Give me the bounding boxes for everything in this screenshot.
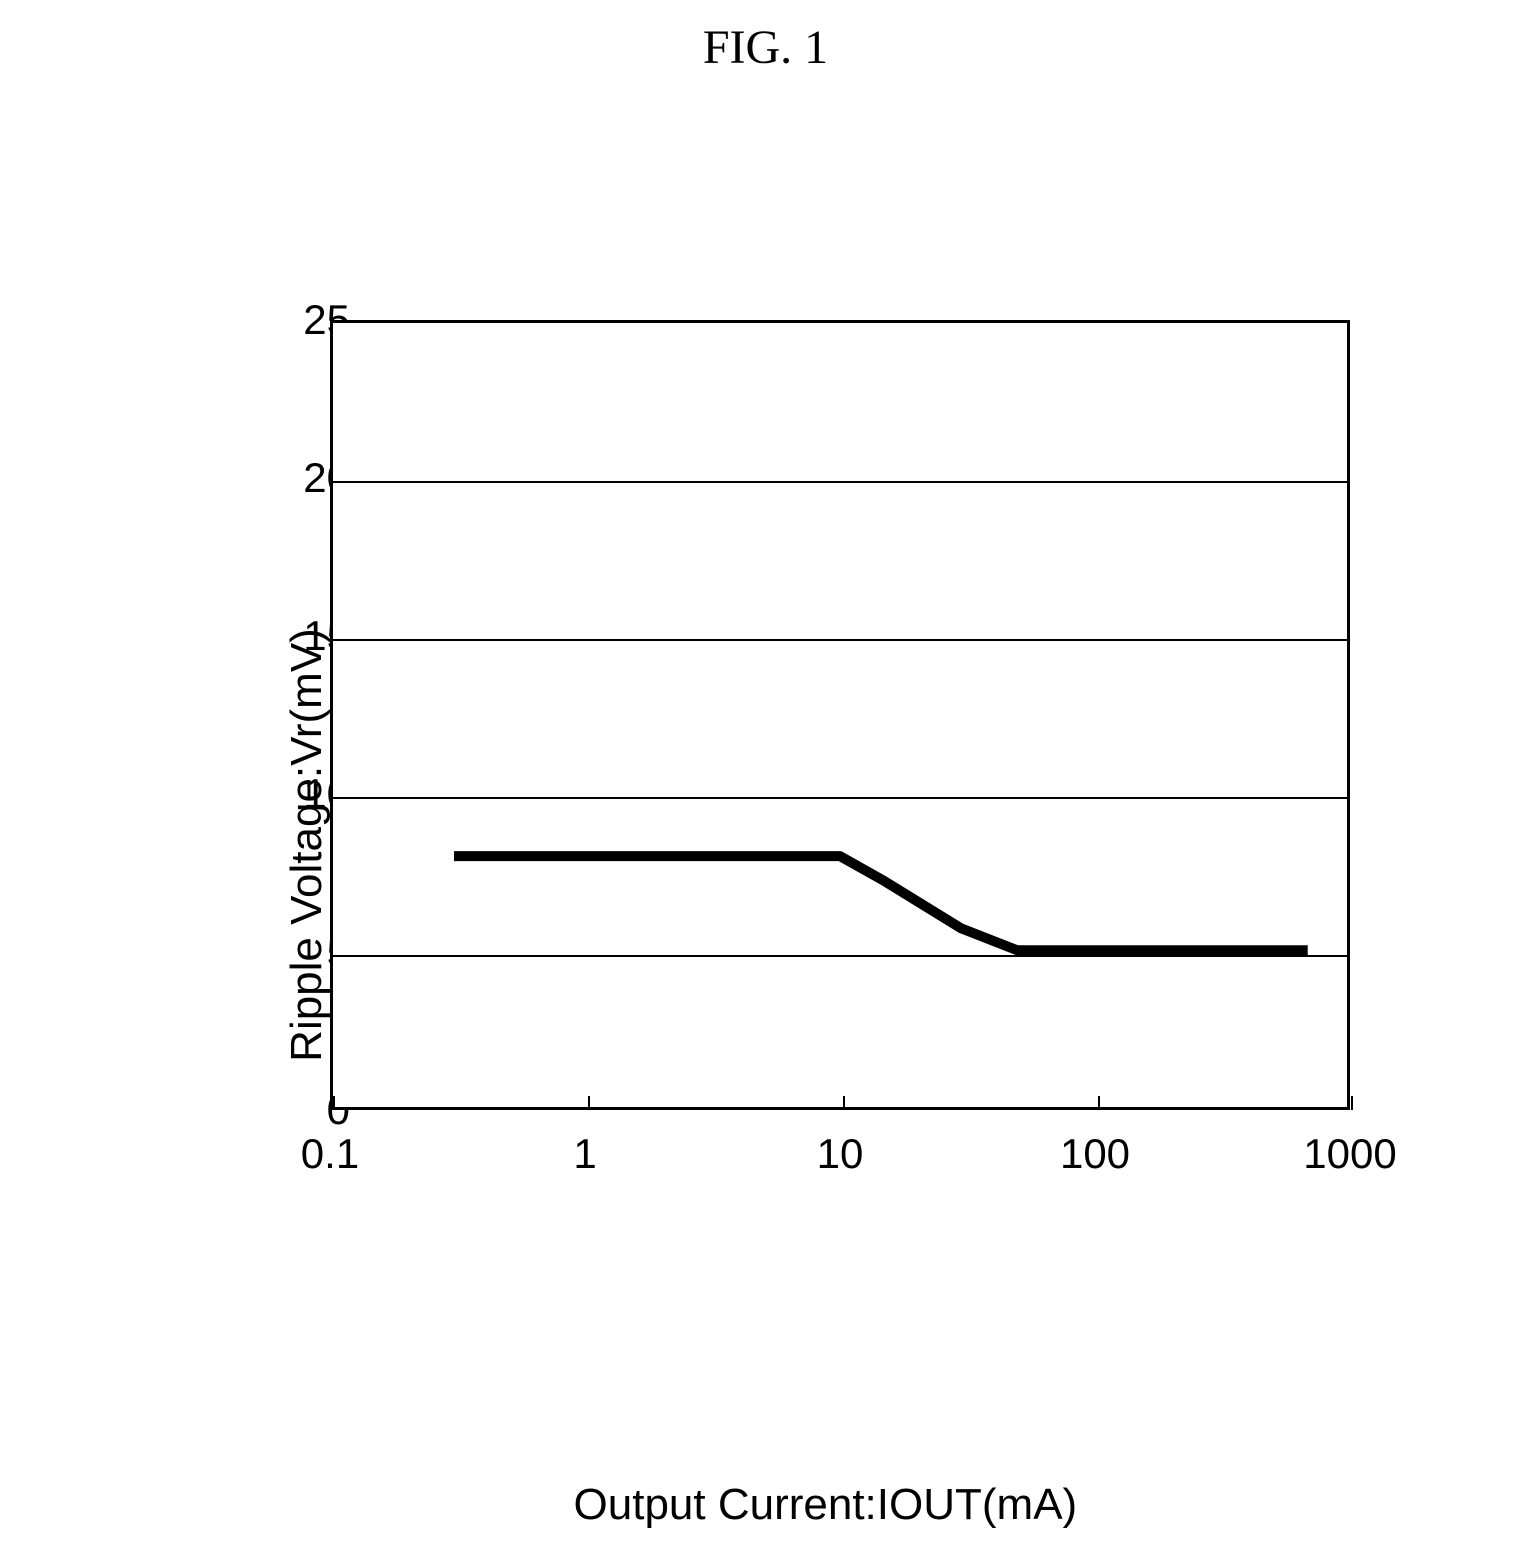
x-tick-0p1: 0.1 xyxy=(301,1130,359,1178)
x-tick-100: 100 xyxy=(1060,1130,1130,1178)
data-series-line xyxy=(333,323,1347,1107)
x-tick-10: 10 xyxy=(817,1130,864,1178)
chart-container: Ripple Voltage:Vr(mV) Output Current:IOU… xyxy=(150,320,1400,1370)
plot-area xyxy=(330,320,1350,1110)
x-tick-1: 1 xyxy=(573,1130,596,1178)
x-axis-label: Output Current:IOUT(mA) xyxy=(574,1480,1078,1530)
y-axis-label: Ripple Voltage:Vr(mV) xyxy=(282,628,332,1062)
figure-title: FIG. 1 xyxy=(703,20,828,75)
x-tick-mark xyxy=(1351,1096,1353,1110)
x-tick-1000: 1000 xyxy=(1303,1130,1396,1178)
